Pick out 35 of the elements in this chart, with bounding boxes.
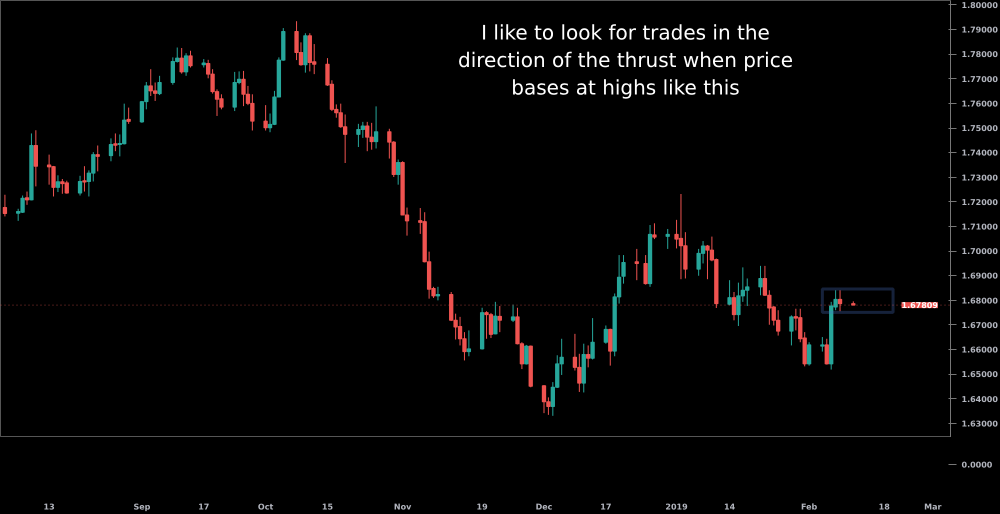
y-tick-label: 1.69000 xyxy=(962,272,998,281)
y-tick-label: 1.65000 xyxy=(962,370,998,380)
x-tick-label: 19 xyxy=(476,502,488,512)
x-tick-label: Mar xyxy=(924,502,942,512)
y-tick-label: 1.78000 xyxy=(962,50,998,60)
y-tick-label: 1.70000 xyxy=(962,247,998,256)
x-tick-label: Nov xyxy=(394,502,412,512)
x-tick-label: Oct xyxy=(258,502,274,512)
y-tick-label: 1.64000 xyxy=(962,394,998,404)
y-tick-label: 1.76000 xyxy=(962,99,998,108)
y-tick-label: 1.67000 xyxy=(962,320,998,330)
y-tick-label: 1.75000 xyxy=(962,124,998,134)
x-tick-label: 17 xyxy=(198,502,210,512)
y-tick-label: 1.66000 xyxy=(962,346,998,355)
ref-line-label: 1.67809 xyxy=(902,301,938,310)
x-tick-label: 18 xyxy=(878,502,890,512)
x-tick-label: Dec xyxy=(536,502,553,512)
x-tick-label: 13 xyxy=(44,502,55,512)
y-tick-label: 1.74000 xyxy=(962,148,998,158)
y-tick-label: 1.72000 xyxy=(962,198,998,207)
y-tick-label: 1.71000 xyxy=(962,222,998,232)
y-tick-label: 1.80000 xyxy=(962,0,998,10)
x-tick-label: 2019 xyxy=(665,502,688,512)
x-tick-label: 15 xyxy=(322,502,334,512)
annotation: I like to look for trades in the direction of the thrust when price bases at highs like this xyxy=(458,20,793,100)
y-tick-label: 1.63000 xyxy=(962,419,998,428)
y-tick-label: 1.73000 xyxy=(962,173,998,182)
text: 0.0000 xyxy=(962,460,993,470)
x-tick-label: 14 xyxy=(724,502,736,512)
x-tick-label: Feb xyxy=(800,502,818,512)
x-tick-label: 17 xyxy=(600,502,612,512)
y-tick-label: 1.79000 xyxy=(962,26,998,35)
y-tick-label: 1.77000 xyxy=(962,74,998,84)
x-tick-label: Sep xyxy=(133,502,151,512)
y-tick-label: 1.68000 xyxy=(962,296,998,306)
